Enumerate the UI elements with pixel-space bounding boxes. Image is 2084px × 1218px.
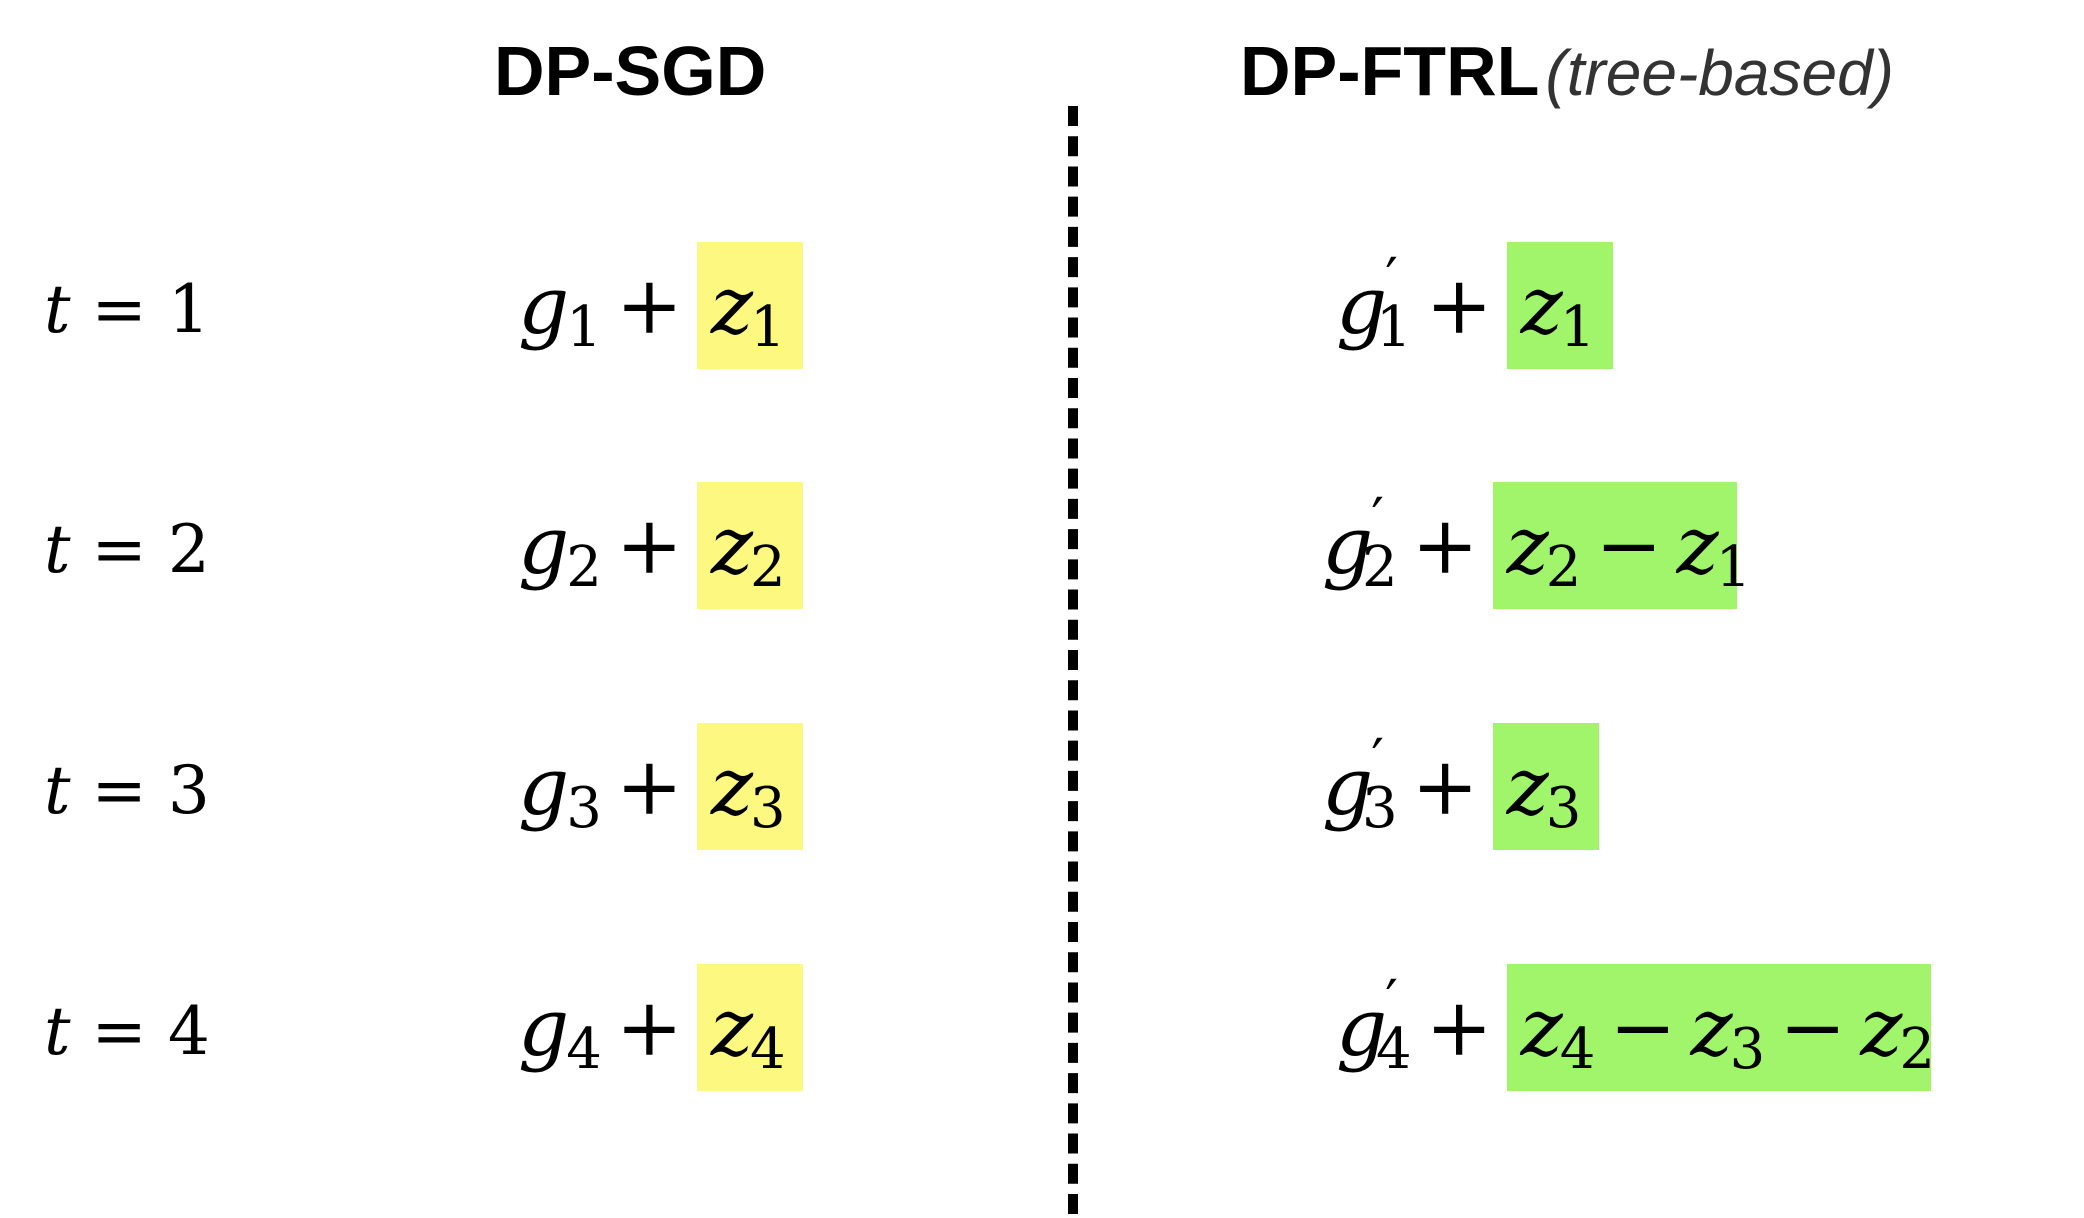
- time-step-value: 2: [167, 511, 210, 588]
- minus-sign: −: [1595, 499, 1663, 592]
- t-variable: t: [44, 993, 71, 1070]
- equals-sign: =: [91, 511, 147, 588]
- noise-symbol: z: [1860, 981, 1903, 1074]
- minus-sign: −: [1609, 981, 1677, 1074]
- gradient-symbol: g: [1322, 740, 1374, 833]
- noise-symbol: z: [1506, 740, 1549, 833]
- noise-subscript: 2: [1899, 1017, 1936, 1082]
- noise-symbol: z: [1520, 259, 1563, 352]
- noise-subscript: 3: [1729, 1017, 1766, 1082]
- noise-subscript: 1: [1559, 295, 1596, 360]
- time-step-value: 3: [167, 752, 210, 829]
- noise-symbol: z: [710, 259, 754, 352]
- noise-subscript: 1: [750, 295, 786, 360]
- column-divider: [1068, 106, 1078, 1214]
- dp-sgd-title-text: DP-SGD: [494, 32, 767, 110]
- noise-subscript: 2: [750, 535, 786, 600]
- noise-symbol: z: [1506, 499, 1549, 592]
- noise-symbol: z: [1690, 981, 1733, 1074]
- noise-symbol: z: [1676, 499, 1719, 592]
- dp-ftrl-subtitle: (tree-based): [1545, 37, 1894, 109]
- time-step-label-1: t = 1: [44, 270, 210, 350]
- noise-symbol: z: [710, 740, 754, 833]
- plus-sign: +: [615, 499, 683, 592]
- time-step-label-2: t = 2: [44, 510, 210, 590]
- noise-subscript: 3: [1545, 776, 1582, 841]
- time-step-value: 1: [167, 271, 210, 348]
- prime-mark: ′: [1371, 487, 1384, 552]
- time-step-label-4: t = 4: [44, 992, 210, 1072]
- plus-sign: +: [615, 259, 683, 352]
- noise-symbol: z: [710, 499, 754, 592]
- gradient-subscript: 4: [566, 1017, 602, 1082]
- noise-symbol: z: [710, 981, 754, 1074]
- gradient-symbol: g: [518, 259, 570, 352]
- minus-sign: −: [1779, 981, 1847, 1074]
- gradient-symbol: g: [1322, 499, 1374, 592]
- plus-sign: +: [1411, 740, 1479, 833]
- gradient-symbol: g: [1336, 259, 1388, 352]
- plus-sign: +: [1411, 499, 1479, 592]
- time-step-value: 4: [167, 993, 210, 1070]
- prime-mark: ′: [1385, 247, 1398, 312]
- noise-subscript: 4: [1559, 1017, 1596, 1082]
- dp-ftrl-title-text: DP-FTRL: [1240, 32, 1540, 110]
- prime-mark: ′: [1371, 728, 1384, 793]
- t-variable: t: [44, 271, 71, 348]
- plus-sign: +: [615, 981, 683, 1074]
- gradient-subscript: 3: [1361, 776, 1398, 841]
- gradient-symbol: g: [1336, 981, 1388, 1074]
- gradient-subscript: 1: [1375, 295, 1412, 360]
- dp-ftrl-title: DP-FTRL(tree-based): [1240, 26, 1894, 118]
- plus-sign: +: [1425, 259, 1493, 352]
- gradient-symbol: g: [518, 740, 570, 833]
- gradient-subscript: 3: [566, 776, 602, 841]
- prime-mark: ′: [1385, 969, 1398, 1034]
- gradient-subscript: 1: [566, 295, 602, 360]
- gradient-symbol: g: [518, 499, 570, 592]
- t-variable: t: [44, 511, 71, 588]
- gradient-symbol: g: [518, 981, 570, 1074]
- gradient-subscript: 4: [1375, 1017, 1412, 1082]
- dp-sgd-title: DP-SGD: [494, 26, 766, 116]
- noise-subscript: 1: [1715, 535, 1752, 600]
- plus-sign: +: [615, 740, 683, 833]
- noise-subscript: 4: [750, 1017, 786, 1082]
- time-step-label-3: t = 3: [44, 751, 210, 831]
- equals-sign: =: [91, 752, 147, 829]
- equals-sign: =: [91, 993, 147, 1070]
- gradient-subscript: 2: [566, 535, 602, 600]
- t-variable: t: [44, 752, 71, 829]
- noise-subscript: 2: [1545, 535, 1582, 600]
- equals-sign: =: [91, 271, 147, 348]
- noise-subscript: 3: [750, 776, 786, 841]
- gradient-subscript: 2: [1361, 535, 1398, 600]
- plus-sign: +: [1425, 981, 1493, 1074]
- noise-symbol: z: [1520, 981, 1563, 1074]
